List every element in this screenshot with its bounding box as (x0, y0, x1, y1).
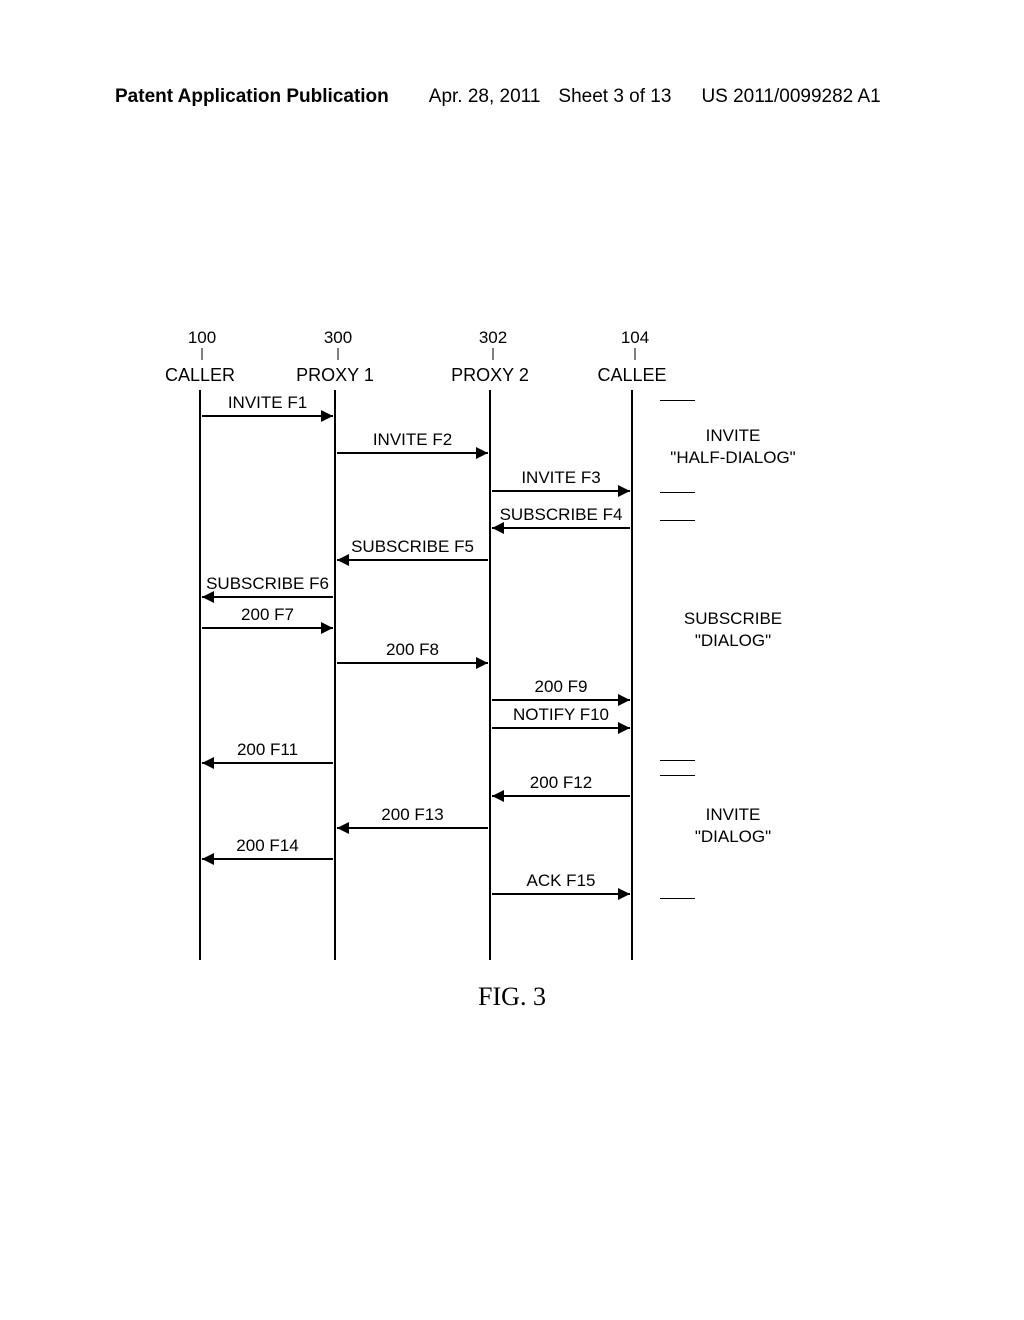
bracket-segment (660, 400, 695, 401)
arrowhead-left-icon (202, 757, 214, 769)
arrowhead-right-icon (618, 485, 630, 497)
reference-tick (202, 348, 203, 360)
message-label: SUBSCRIBE F5 (351, 537, 474, 557)
message-label: INVITE F1 (228, 393, 307, 413)
message-arrow (492, 727, 630, 729)
figure-caption: FIG. 3 (478, 982, 546, 1012)
arrowhead-left-icon (202, 591, 214, 603)
bracket-label: "HALF-DIALOG" (670, 448, 795, 468)
message-arrow (202, 627, 333, 629)
message-arrow (337, 559, 488, 561)
message-arrow (202, 415, 333, 417)
bracket-segment (660, 775, 695, 776)
bracket-label: "DIALOG" (695, 631, 771, 651)
page: Patent Application Publication Apr. 28, … (0, 0, 1024, 1320)
message-arrow (337, 452, 488, 454)
message-label: NOTIFY F10 (513, 705, 609, 725)
bracket-segment (660, 898, 695, 899)
lifeline (631, 390, 633, 960)
message-arrow (337, 662, 488, 664)
message-label: SUBSCRIBE F4 (500, 505, 623, 525)
bracket-label: INVITE (706, 426, 761, 446)
message-label: 200 F12 (530, 773, 592, 793)
message-label: 200 F9 (535, 677, 588, 697)
participant-label: PROXY 2 (451, 365, 529, 386)
message-arrow (202, 858, 333, 860)
arrowhead-right-icon (476, 447, 488, 459)
arrowhead-left-icon (492, 790, 504, 802)
message-arrow (202, 596, 333, 598)
arrowhead-right-icon (321, 410, 333, 422)
reference-number: 300 (324, 328, 352, 348)
reference-number: 100 (188, 328, 216, 348)
message-arrow (492, 795, 630, 797)
message-arrow (202, 762, 333, 764)
arrowhead-right-icon (618, 722, 630, 734)
lifeline (199, 390, 201, 960)
message-arrow (492, 699, 630, 701)
arrowhead-left-icon (202, 853, 214, 865)
participant-label: CALLEE (597, 365, 666, 386)
participant-label: CALLER (165, 365, 235, 386)
message-arrow (492, 893, 630, 895)
message-arrow (492, 527, 630, 529)
reference-tick (338, 348, 339, 360)
bracket-segment (660, 520, 695, 521)
message-label: 200 F8 (386, 640, 439, 660)
arrowhead-right-icon (618, 888, 630, 900)
reference-number: 302 (479, 328, 507, 348)
arrowhead-right-icon (476, 657, 488, 669)
arrowhead-left-icon (492, 522, 504, 534)
message-label: INVITE F2 (373, 430, 452, 450)
message-label: SUBSCRIBE F6 (206, 574, 329, 594)
bracket-segment (660, 760, 695, 761)
arrowhead-left-icon (337, 822, 349, 834)
message-label: ACK F15 (527, 871, 596, 891)
message-arrow (337, 827, 488, 829)
bracket-label: SUBSCRIBE (684, 609, 782, 629)
participant-label: PROXY 1 (296, 365, 374, 386)
message-arrow (492, 490, 630, 492)
lifeline (489, 390, 491, 960)
message-label: INVITE F3 (521, 468, 600, 488)
arrowhead-right-icon (321, 622, 333, 634)
bracket-label: INVITE (706, 805, 761, 825)
bracket-segment (660, 492, 695, 493)
sequence-diagram: 100 CALLER 300 PROXY 1 302 PROXY 2 104 CALLEE IN… (0, 0, 1024, 1320)
message-label: 200 F13 (381, 805, 443, 825)
bracket-label: "DIALOG" (695, 827, 771, 847)
message-label: 200 F14 (236, 836, 298, 856)
lifeline (334, 390, 336, 960)
reference-tick (493, 348, 494, 360)
reference-number: 104 (621, 328, 649, 348)
arrowhead-left-icon (337, 554, 349, 566)
reference-tick (635, 348, 636, 360)
arrowhead-right-icon (618, 694, 630, 706)
message-label: 200 F7 (241, 605, 294, 625)
message-label: 200 F11 (237, 740, 298, 760)
